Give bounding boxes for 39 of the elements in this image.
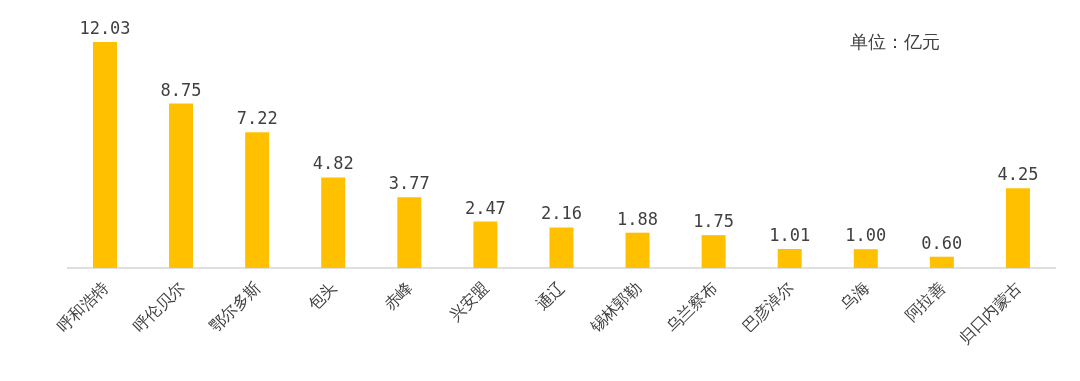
data-label: 4.82	[312, 153, 354, 174]
data-label: 7.22	[236, 108, 278, 129]
x-tick-label: 呼和浩特	[53, 277, 113, 337]
x-tick-label: 巴彦淖尔	[738, 277, 797, 337]
data-label: 1.75	[693, 211, 735, 232]
data-label: 1.00	[845, 225, 887, 246]
x-tick-label: 鄂尔多斯	[205, 277, 265, 337]
x-tick-label: 阿拉善	[901, 277, 949, 326]
x-tick-label: 呼伦贝尔	[129, 277, 189, 337]
annotation: 单位：亿元	[850, 30, 940, 54]
data-label: 1.01	[769, 225, 811, 246]
data-label: 2.47	[464, 197, 506, 218]
x-tick-label: 赤峰	[380, 277, 417, 314]
x-tick-label: 乌海	[836, 277, 873, 314]
bar	[853, 249, 878, 268]
bar	[777, 249, 802, 268]
bar	[321, 177, 346, 268]
bar	[625, 232, 650, 268]
bar	[473, 221, 498, 268]
data-label: 8.75	[160, 79, 202, 100]
x-tick-label: 包头	[304, 277, 341, 314]
data-label: 1.88	[617, 208, 659, 229]
data-label: 12.03	[79, 18, 131, 38]
bar	[245, 132, 270, 268]
x-tick-label: 乌兰察布	[662, 277, 721, 337]
bar	[169, 103, 194, 268]
data-label: 4.25	[997, 164, 1039, 185]
bar	[397, 197, 422, 268]
data-label: 2.16	[540, 203, 582, 224]
bar	[93, 42, 117, 268]
bar	[701, 235, 726, 268]
x-tick-label: 归口内蒙古	[955, 277, 1026, 348]
bar	[549, 227, 574, 268]
x-tick-label: 兴安盟	[445, 277, 493, 326]
bar	[1005, 188, 1030, 268]
data-label: 0.60	[921, 232, 963, 253]
data-label: 3.77	[388, 173, 430, 194]
x-tick-label: 通辽	[532, 277, 569, 314]
x-tick-label: 锡林郭勒	[585, 277, 645, 338]
